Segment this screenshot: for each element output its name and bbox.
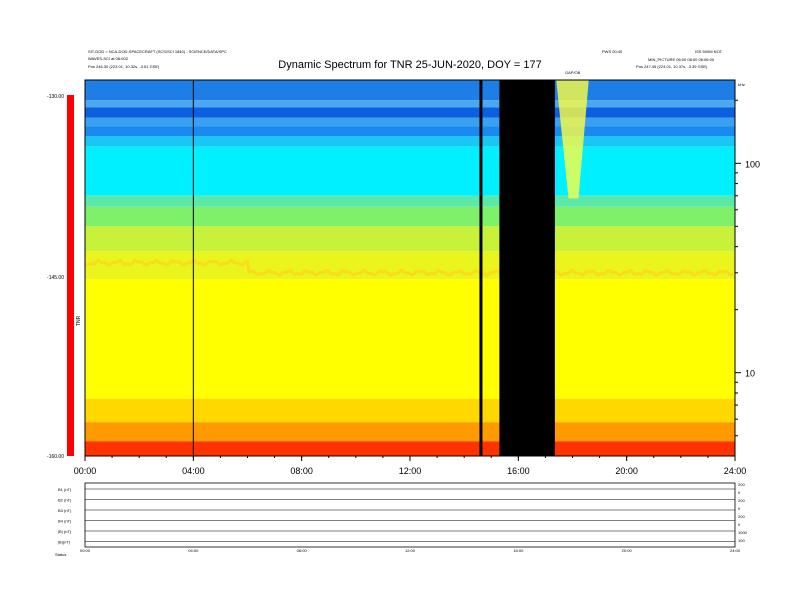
spectrum-band-9 [85, 226, 735, 252]
header-left-line1: SIT-DOD = NCA-DOD-SPACECRAFT (SCS/SCI 18… [88, 49, 227, 54]
lower-right-tick-5: 0 [738, 522, 741, 527]
lower-x-tick-label-0: 00:00 [80, 548, 91, 553]
y-tick-label-0: 100 [745, 159, 760, 169]
header-right-line2: ISS 500M NOT [695, 49, 723, 54]
footer-status-label: Status [55, 552, 66, 557]
lower-x-tick-label-3: 12:00 [405, 548, 416, 553]
lower-right-tick-1: 0 [738, 490, 741, 495]
lower-row-label-5: |B|(nT) [58, 540, 71, 545]
lower-row-label-2: B3 (nT) [58, 508, 72, 513]
colorbar-tick-bottom: -160.00 [47, 454, 64, 460]
spectrum-band-0 [85, 80, 735, 101]
x-tick-label-3: 12:00 [399, 466, 422, 476]
lower-right-tick-2: 200 [738, 498, 745, 503]
spectrum-band-6 [85, 146, 735, 196]
lower-row-label-1: B2 (nT) [58, 498, 72, 503]
header-right-corner: kHz [738, 82, 745, 87]
colorbar-label: TNR [76, 315, 82, 326]
lower-row-label-4: |B| (nT) [58, 529, 72, 534]
spectrum-band-11 [85, 279, 735, 399]
x-tick-label-6: 24:00 [724, 466, 747, 476]
spectrum-band-5 [85, 136, 735, 147]
x-tick-label-1: 04:00 [182, 466, 205, 476]
lower-right-tick-4: 200 [738, 514, 745, 519]
colorbar-tick-mid: -145.00 [47, 275, 64, 281]
spectrum-band-14 [85, 441, 735, 456]
lower-row-label-3: B4 (nT) [58, 519, 72, 524]
spectrum-band-4 [85, 126, 735, 137]
lower-x-tick-label-5: 20:00 [622, 548, 633, 553]
spectrum-band-12 [85, 398, 735, 423]
spectrum-band-13 [85, 422, 735, 442]
header-left-line3: Pos 246.30 (223.01, 10.32s, -3.51 GSE) [88, 64, 160, 69]
spectrum-band-1 [85, 100, 735, 108]
x-tick-label-0: 00:00 [74, 466, 97, 476]
x-tick-label-5: 20:00 [615, 466, 638, 476]
vertical-markers [192, 80, 483, 456]
chart-title: Dynamic Spectrum for TNR 25-JUN-2020, DO… [278, 59, 541, 71]
x-tick-label-4: 16:00 [507, 466, 530, 476]
data-gap-block [499, 80, 555, 456]
header-left-line2: WAVES-SCI at 08:00Z [88, 56, 129, 61]
burst-events [556, 80, 589, 199]
lower-panel: B1 (nT) B2 (nT) B3 (nT) B4 (nT) |B| (nT) |B|(… [58, 482, 748, 553]
lower-right-tick-6: 1000 [738, 530, 748, 535]
spectrum-band-3 [85, 117, 735, 127]
spectrum-band-8 [85, 206, 735, 227]
colorbar-tick-top: -130.00 [47, 94, 64, 100]
lower-right-tick-7: 100 [738, 538, 745, 543]
lower-frame [84, 482, 736, 548]
spectrum-band-2 [85, 107, 735, 118]
spectrum-bands [85, 80, 735, 456]
x-tick-label-2: 08:00 [290, 466, 313, 476]
y-tick-label-1: 10 [745, 369, 755, 379]
y-axis-right: 100 10 [735, 99, 760, 437]
colorbar [67, 95, 74, 456]
lower-right-tick-0: 200 [738, 482, 745, 487]
spectrum-band-7 [85, 195, 735, 207]
lower-x-tick-label-6: 24:00 [730, 548, 741, 553]
data-gap [499, 80, 555, 456]
header-right-line1: PWS 00:40 [602, 49, 623, 54]
lower-row-label-0: B1 (nT) [58, 487, 72, 492]
lower-x-tick-label-2: 08:00 [297, 548, 308, 553]
header-right-line3: MIN_PICTURE 06:00 08:00 06:06:00 [648, 57, 715, 62]
gap-label: GAP/OB [565, 70, 581, 75]
burst-event-0 [556, 80, 589, 199]
lower-right-tick-3: 0 [738, 506, 741, 511]
lower-x-tick-label-1: 04:00 [188, 548, 199, 553]
header-right-line4: Pos 247.45 (224.01, 10.37s, -3.39 GSE) [636, 64, 708, 69]
x-axis: 00:00 04:00 08:00 12:00 16:00 20:00 24:00 [74, 456, 747, 476]
lower-x-tick-label-4: 16:00 [513, 548, 524, 553]
